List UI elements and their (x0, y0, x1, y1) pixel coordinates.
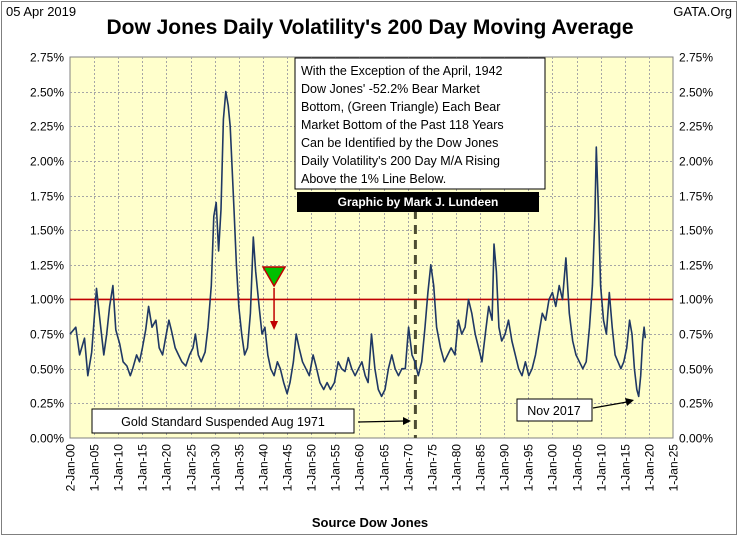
x-tick-label: 1-Jan-70 (402, 444, 416, 492)
y-tick-label-right: 0.00% (679, 432, 713, 446)
y-tick-label-right: 1.25% (679, 259, 713, 273)
note-line: Can be Identified by the Dow Jones (301, 136, 498, 150)
y-tick-label-left: 1.75% (30, 190, 64, 204)
plot-area (69, 56, 674, 439)
x-tick-label: 1-Jan-60 (353, 444, 367, 492)
x-tick-label: 1-Jan-85 (474, 444, 488, 492)
note-line: With the Exception of the April, 1942 (301, 64, 503, 78)
y-tick-label-right: 0.50% (679, 363, 713, 377)
x-tick-label: 1-Jan-30 (209, 444, 223, 492)
x-tick-label: 1-Jan-20 (160, 444, 174, 492)
x-tick-label: 1-Jan-00 (546, 444, 560, 492)
y-tick-label-left: 0.50% (30, 363, 64, 377)
x-tick-label: 1-Jan-50 (305, 444, 319, 492)
y-tick-label-right: 0.25% (679, 397, 713, 411)
chart-title: Dow Jones Daily Volatility's 200 Day Mov… (106, 16, 634, 39)
x-tick-label: 1-Jan-25 (185, 444, 199, 492)
credit-text: Graphic by Mark J. Lundeen (338, 195, 499, 209)
reference-lines (70, 195, 673, 438)
nov-note-arrowhead (625, 398, 634, 406)
y-tick-label-right: 2.50% (679, 86, 713, 100)
x-tick-label: 1-Jan-15 (136, 444, 150, 492)
green-triangle-marker (261, 266, 287, 288)
y-tick-label-left: 0.25% (30, 397, 64, 411)
note-line: Daily Volatility's 200 Day M/A Rising (301, 154, 500, 168)
x-tick-label: 1-Jan-75 (426, 444, 440, 492)
y-tick-label-right: 2.00% (679, 155, 713, 169)
x-tick-label: 1-Jan-10 (595, 444, 609, 492)
x-tick-label: 1-Jan-35 (233, 444, 247, 492)
x-tick-label: 1-Jan-55 (329, 444, 343, 492)
x-tick-label: 1-Jan-10 (112, 444, 126, 492)
gold-note-text: Gold Standard Suspended Aug 1971 (121, 415, 325, 429)
triangle-red-arrowhead (270, 321, 279, 330)
note-line: Dow Jones' -52.2% Bear Market (301, 82, 480, 96)
x-tick-label: 1-Jan-25 (667, 444, 681, 492)
nov-note-text: Nov 2017 (527, 404, 581, 418)
gold-note-arrow (357, 420, 406, 423)
y-tick-label-left: 0.00% (30, 432, 64, 446)
y-tick-label-left: 2.50% (30, 86, 64, 100)
y-axis-left: 0.00% 0.25% 0.50% 0.75% 1.00% 1.25% 1.50% 1.75%… (30, 51, 64, 446)
y-tick-label-left: 1.00% (30, 293, 64, 307)
x-axis-title: Source Dow Jones (311, 515, 429, 530)
note-box (294, 57, 546, 190)
y-tick-label-right: 1.00% (679, 293, 713, 307)
y-axis-right: 0.00% 0.25% 0.50% 0.75% 1.00% 1.25% 1.50% 1.75%… (679, 51, 713, 446)
x-tick-label: 1-Jan-05 (88, 444, 102, 492)
note-line: Market Bottom of the Past 118 Years (301, 118, 504, 132)
y-tick-label-right: 0.75% (679, 328, 713, 342)
credit-box (297, 192, 539, 212)
gold-note-arrowhead (403, 417, 411, 425)
series-layer (69, 90, 647, 398)
y-tick-label-left: 1.50% (30, 224, 64, 238)
x-tick-label: 1-Jan-95 (522, 444, 536, 492)
x-tick-label: 1-Jan-90 (498, 444, 512, 492)
annotations: With the Exception of the April, 1942 Dow… (91, 57, 634, 434)
nov-note-arrow (592, 401, 628, 409)
y-tick-label-left: 1.25% (30, 259, 64, 273)
x-tick-label: 1-Jan-80 (450, 444, 464, 492)
x-tick-label: 1-Jan-05 (571, 444, 585, 492)
date-label: 05 Apr 2019 (6, 4, 77, 19)
nov-note-box (516, 398, 593, 422)
x-axis: 2-Jan-00 1-Jan-05 1-Jan-10 1-Jan-15 1-Jan-20… (64, 444, 681, 492)
gold-note-box (91, 408, 355, 434)
x-tick-label: 1-Jan-65 (378, 444, 392, 492)
note-line: Above the 1% Line Below. (301, 172, 446, 186)
y-tick-label-left: 2.00% (30, 155, 64, 169)
x-tick-label: 1-Jan-20 (643, 444, 657, 492)
volatility-series-line (69, 90, 647, 398)
x-tick-label: 1-Jan-45 (281, 444, 295, 492)
x-tick-label: 2-Jan-00 (64, 444, 78, 492)
site-label: GATA.Org (673, 4, 732, 19)
y-tick-label-left: 2.25% (30, 120, 64, 134)
x-tick-label: 1-Jan-15 (619, 444, 633, 492)
y-tick-label-right: 2.25% (679, 120, 713, 134)
y-tick-label-right: 1.75% (679, 190, 713, 204)
y-tick-label-right: 2.75% (679, 51, 713, 65)
y-tick-label-left: 2.75% (30, 51, 64, 65)
y-tick-label-right: 1.50% (679, 224, 713, 238)
y-tick-label-left: 0.75% (30, 328, 64, 342)
x-tick-label: 1-Jan-40 (257, 444, 271, 492)
note-line: Bottom, (Green Triangle) Each Bear (301, 100, 500, 114)
